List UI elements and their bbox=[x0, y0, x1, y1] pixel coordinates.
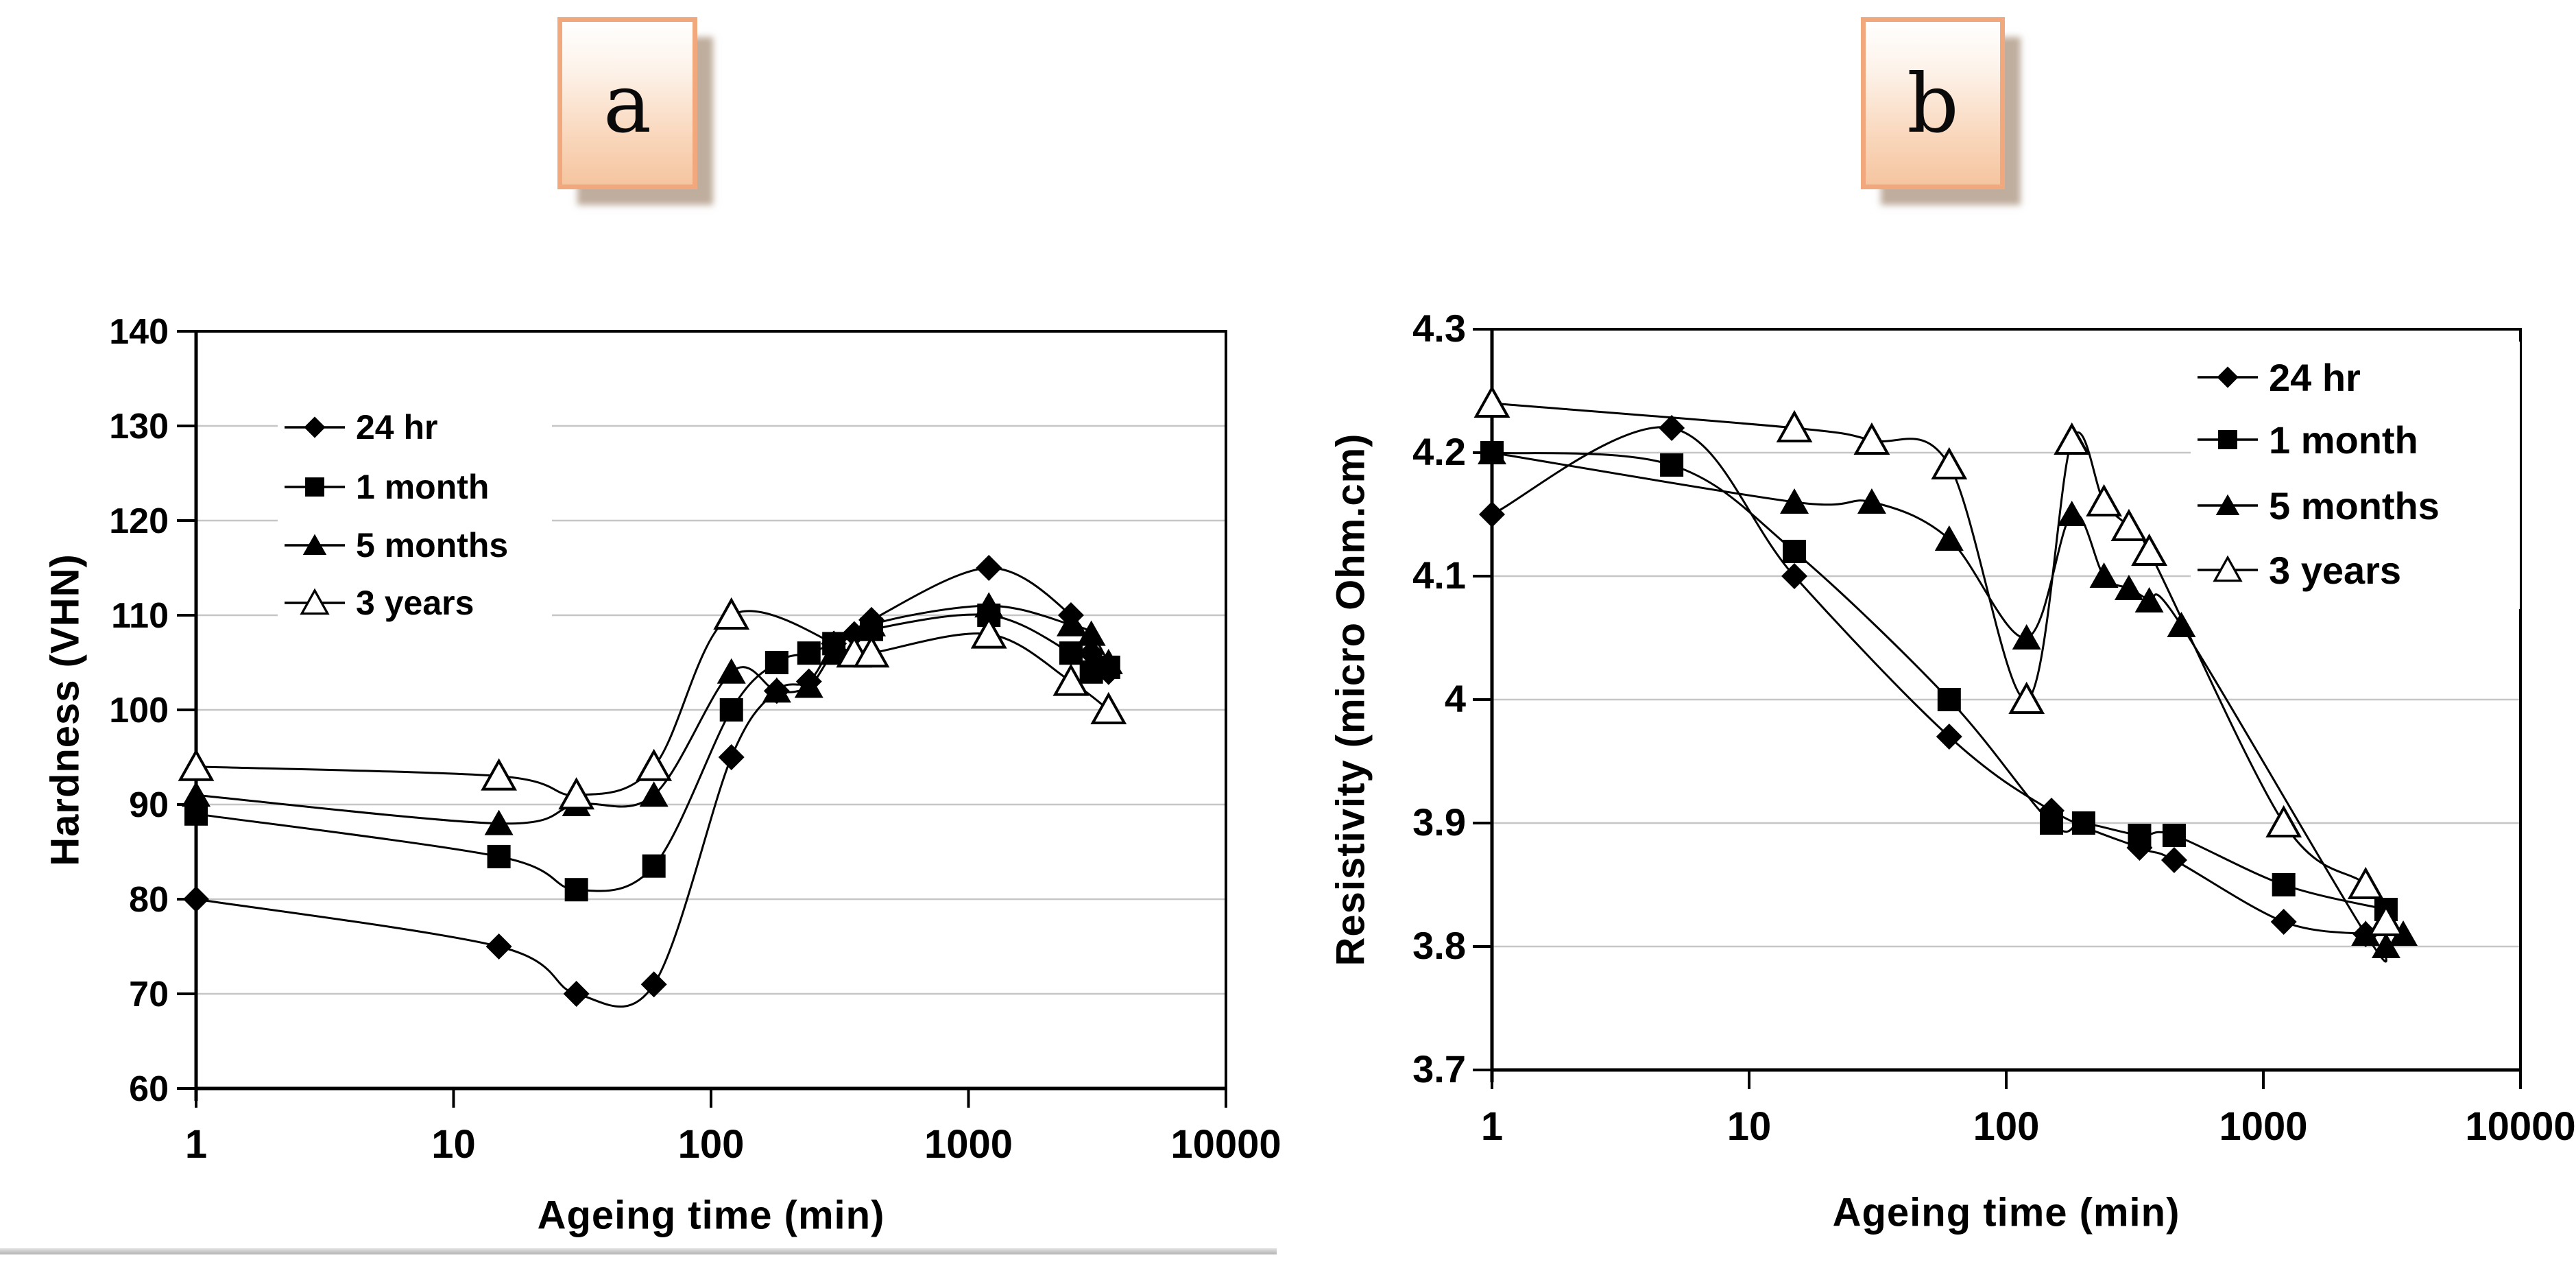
legend-label: 5 months bbox=[2269, 484, 2440, 527]
svg-text:4.1: 4.1 bbox=[1412, 553, 1466, 597]
legend-label: 24 hr bbox=[356, 408, 438, 447]
hardness-chart-panel: 60 70 80 90 100 110 120 130 140 1 10 100 1000 10000 H… bbox=[0, 274, 1303, 1262]
legend-label: 24 hr bbox=[2269, 355, 2361, 399]
open-triangle-marker-icon bbox=[285, 588, 345, 615]
svg-text:10000: 10000 bbox=[1170, 1122, 1281, 1167]
legend: 24 hr 1 month 5 months 3 years bbox=[278, 398, 552, 638]
legend-item-5months: 5 months bbox=[2196, 481, 2440, 529]
resistivity-y-axis-title: Resistivity (micro Ohm.cm) bbox=[1328, 433, 1373, 966]
svg-text:70: 70 bbox=[129, 975, 169, 1014]
svg-text:3.8: 3.8 bbox=[1412, 924, 1466, 967]
svg-text:100: 100 bbox=[1973, 1104, 2040, 1149]
square-marker-icon bbox=[2198, 430, 2258, 449]
svg-text:60: 60 bbox=[129, 1069, 169, 1109]
figure-bottom-rule bbox=[0, 1248, 1277, 1254]
svg-text:3.9: 3.9 bbox=[1412, 800, 1466, 844]
svg-text:80: 80 bbox=[129, 880, 169, 920]
legend-item-5months: 5 months bbox=[283, 523, 508, 567]
square-marker-icon bbox=[285, 477, 345, 497]
triangle-marker-icon bbox=[2198, 494, 2258, 515]
panel-label-a: a bbox=[603, 56, 652, 151]
svg-text:10: 10 bbox=[1727, 1104, 1772, 1149]
svg-text:1000: 1000 bbox=[924, 1122, 1013, 1167]
legend-label: 3 years bbox=[2269, 548, 2402, 592]
svg-text:120: 120 bbox=[109, 501, 169, 541]
svg-text:1: 1 bbox=[1481, 1104, 1503, 1149]
legend-label: 3 years bbox=[356, 584, 474, 622]
svg-text:10: 10 bbox=[431, 1122, 476, 1167]
triangle-marker-icon bbox=[285, 534, 345, 555]
svg-text:130: 130 bbox=[109, 407, 169, 447]
legend: 24 hr 1 month 5 months 3 years bbox=[2191, 342, 2520, 609]
hardness-x-axis-title: Ageing time (min) bbox=[537, 1193, 885, 1238]
legend-label: 5 months bbox=[356, 526, 509, 564]
svg-text:100: 100 bbox=[109, 691, 169, 730]
svg-text:10000: 10000 bbox=[2465, 1104, 2575, 1149]
svg-text:1: 1 bbox=[185, 1122, 207, 1167]
svg-text:1000: 1000 bbox=[2219, 1104, 2307, 1149]
svg-text:4.2: 4.2 bbox=[1412, 430, 1466, 473]
legend-item-24hr: 24 hr bbox=[283, 405, 438, 449]
svg-text:100: 100 bbox=[678, 1122, 745, 1167]
open-triangle-marker-icon bbox=[2198, 555, 2258, 582]
panel-label-b-box: b bbox=[1861, 17, 2005, 189]
svg-text:140: 140 bbox=[109, 312, 169, 352]
panel-label-b: b bbox=[1907, 56, 1959, 151]
legend-item-3years: 3 years bbox=[283, 581, 474, 625]
svg-text:90: 90 bbox=[129, 785, 169, 825]
legend-item-24hr: 24 hr bbox=[2196, 353, 2361, 401]
legend-label: 1 month bbox=[356, 468, 490, 506]
panel-label-a-box: a bbox=[557, 17, 697, 189]
diamond-marker-icon bbox=[2198, 366, 2258, 388]
svg-text:3.7: 3.7 bbox=[1412, 1047, 1466, 1091]
legend-item-1month: 1 month bbox=[283, 465, 489, 509]
legend-label: 1 month bbox=[2269, 418, 2418, 462]
svg-text:4: 4 bbox=[1445, 677, 1466, 720]
svg-text:4.3: 4.3 bbox=[1412, 307, 1466, 350]
diamond-marker-icon bbox=[285, 416, 345, 438]
resistivity-x-axis-title: Ageing time (min) bbox=[1832, 1190, 2180, 1235]
legend-item-3years: 3 years bbox=[2196, 546, 2401, 594]
svg-text:110: 110 bbox=[111, 596, 169, 636]
resistivity-chart-panel: 3.7 3.8 3.9 4 4.1 4.2 4.3 1 10 100 1000 10000 Resis… bbox=[1303, 274, 2576, 1262]
resistivity-chart-canvas: 3.7 3.8 3.9 4 4.1 4.2 4.3 1 10 100 1000 10000 bbox=[1412, 307, 2576, 1149]
legend-item-1month: 1 month bbox=[2196, 416, 2418, 464]
hardness-y-axis-title: Hardness (VHN) bbox=[43, 553, 88, 866]
